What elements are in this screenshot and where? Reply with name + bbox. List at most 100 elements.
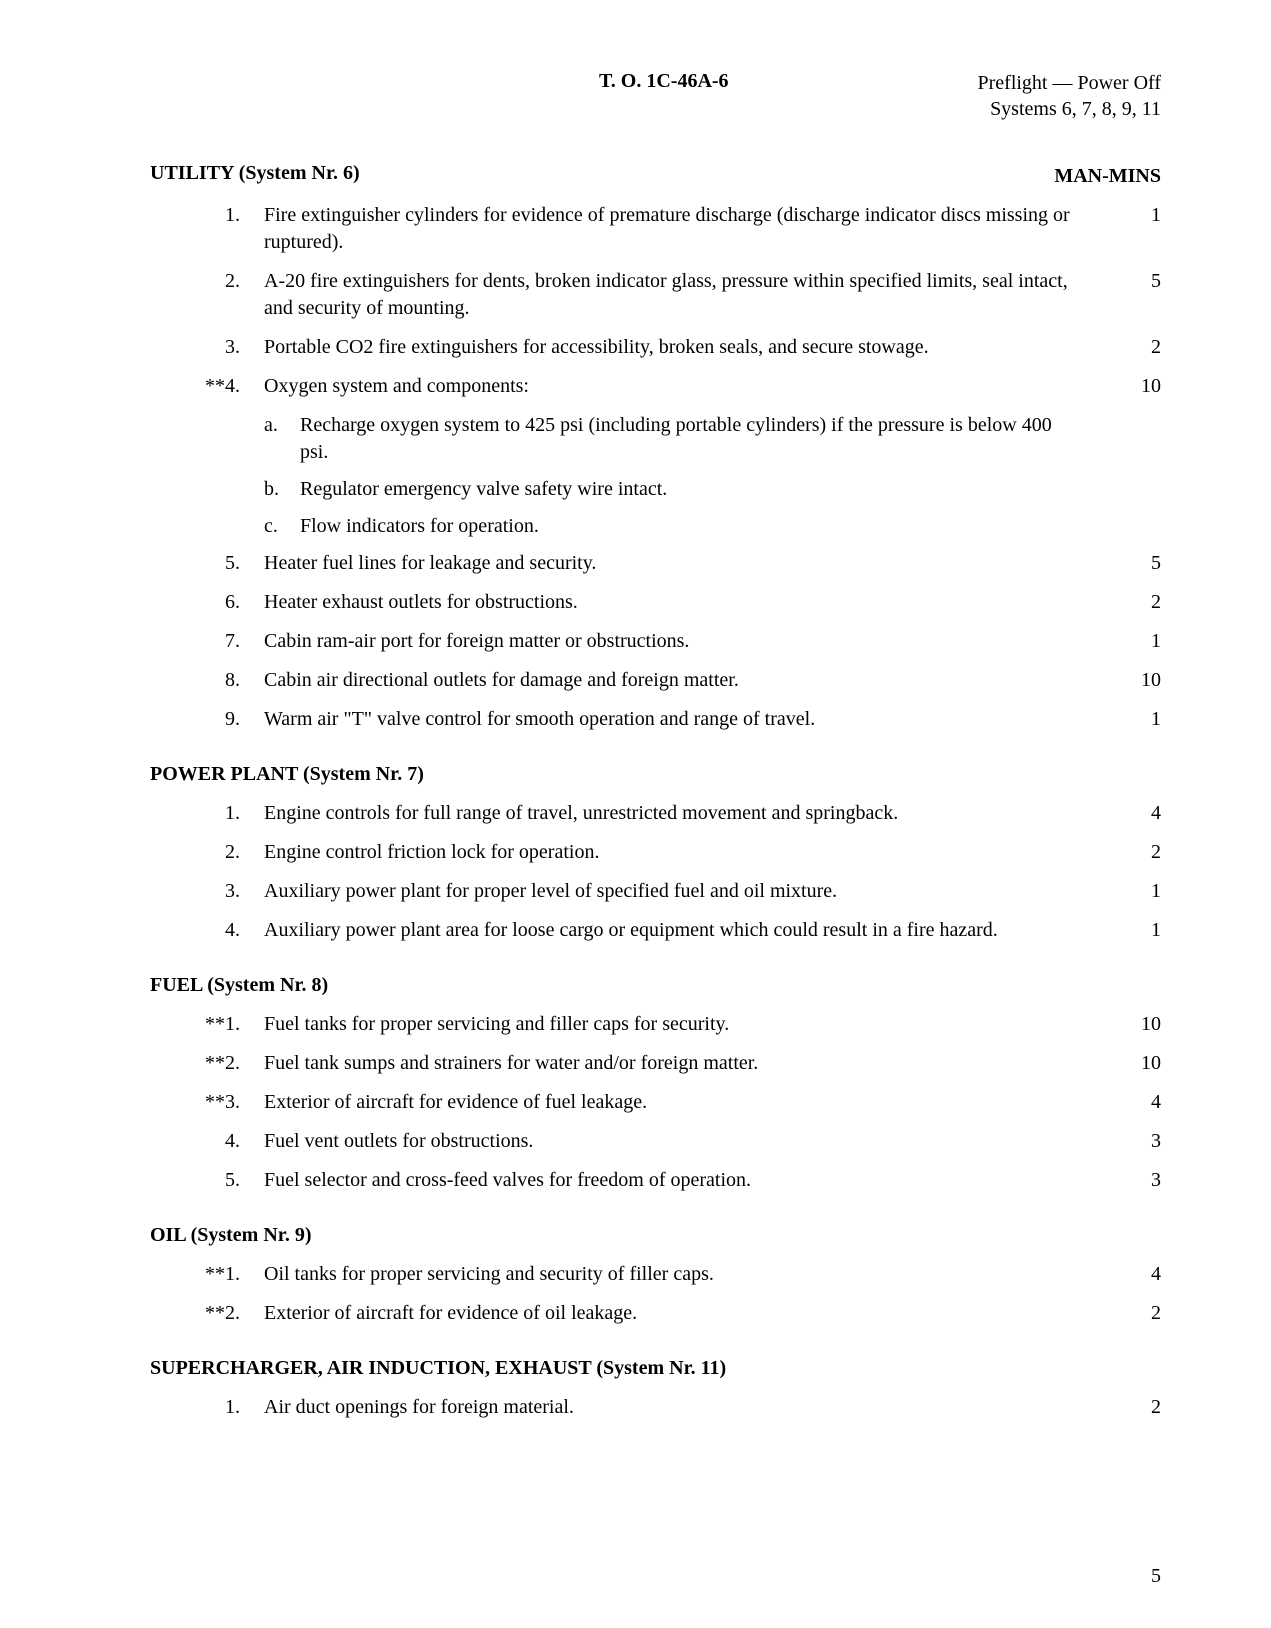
item-man-mins: 2 [1111, 839, 1161, 866]
checklist-item: **3.Exterior of aircraft for evidence of… [150, 1089, 1161, 1116]
item-text: Portable CO2 fire extinguishers for acce… [264, 334, 1111, 361]
checklist-subitem: b.Regulator emergency valve safety wire … [264, 476, 1161, 503]
subitem-letter: a. [264, 412, 300, 439]
item-text: Air duct openings for foreign material. [264, 1394, 1111, 1421]
subitem-letter: b. [264, 476, 300, 503]
checklist-item: 2.A-20 fire extinguishers for dents, bro… [150, 268, 1161, 322]
item-number: **4. [150, 373, 264, 400]
header-line2: Systems 6, 7, 8, 9, 11 [978, 96, 1162, 122]
item-man-mins: 2 [1111, 589, 1161, 616]
item-man-mins: 1 [1111, 202, 1161, 229]
checklist-item: 5.Fuel selector and cross-feed valves fo… [150, 1167, 1161, 1194]
item-man-mins: 10 [1111, 373, 1161, 400]
item-number: **1. [150, 1261, 264, 1288]
item-man-mins: 2 [1111, 1394, 1161, 1421]
item-text: Fuel selector and cross-feed valves for … [264, 1167, 1111, 1194]
item-man-mins: 5 [1111, 550, 1161, 577]
item-text: Engine control friction lock for operati… [264, 839, 1111, 866]
item-text: Engine controls for full range of travel… [264, 800, 1111, 827]
item-man-mins: 2 [1111, 1300, 1161, 1327]
item-text: A-20 fire extinguishers for dents, broke… [264, 268, 1111, 322]
item-text: Exterior of aircraft for evidence of fue… [264, 1089, 1111, 1116]
item-text: Auxiliary power plant for proper level o… [264, 878, 1111, 905]
checklist-item: 1.Air duct openings for foreign material… [150, 1394, 1161, 1421]
item-man-mins: 5 [1111, 268, 1161, 295]
page-number: 5 [1151, 1565, 1161, 1588]
item-man-mins: 10 [1111, 667, 1161, 694]
item-number: 9. [150, 706, 264, 733]
item-number: 2. [150, 268, 264, 295]
header-line1: Preflight — Power Off [978, 70, 1162, 96]
subitem-letter: c. [264, 513, 300, 540]
item-number: 4. [150, 1128, 264, 1155]
item-text: Cabin air directional outlets for damage… [264, 667, 1111, 694]
item-number: **2. [150, 1300, 264, 1327]
page-container: T. O. 1C-46A-6 Preflight — Power Off Sys… [0, 0, 1271, 1628]
item-man-mins: 1 [1111, 878, 1161, 905]
item-text: Oil tanks for proper servicing and secur… [264, 1261, 1111, 1288]
checklist-item: 5.Heater fuel lines for leakage and secu… [150, 550, 1161, 577]
item-number: 3. [150, 334, 264, 361]
sections-container: UTILITY (System Nr. 6)MAN-MINS1.Fire ext… [150, 162, 1161, 1421]
checklist-item: **1.Fuel tanks for proper servicing and … [150, 1011, 1161, 1038]
item-text: Fuel tanks for proper servicing and fill… [264, 1011, 1111, 1038]
section-title: FUEL (System Nr. 8) [150, 974, 1161, 997]
item-man-mins: 4 [1111, 1089, 1161, 1116]
checklist-item: 3.Auxiliary power plant for proper level… [150, 878, 1161, 905]
checklist-item: 3.Portable CO2 fire extinguishers for ac… [150, 334, 1161, 361]
header-right: Preflight — Power Off Systems 6, 7, 8, 9… [978, 70, 1162, 122]
section-title: OIL (System Nr. 9) [150, 1224, 1161, 1247]
subitem-text: Regulator emergency valve safety wire in… [300, 476, 1161, 503]
item-number: 1. [150, 202, 264, 229]
section-title: SUPERCHARGER, AIR INDUCTION, EXHAUST (Sy… [150, 1357, 1161, 1380]
checklist-item: 4.Fuel vent outlets for obstructions.3 [150, 1128, 1161, 1155]
section-title: POWER PLANT (System Nr. 7) [150, 763, 1161, 786]
checklist-item: **2.Exterior of aircraft for evidence of… [150, 1300, 1161, 1327]
checklist-subitem: c.Flow indicators for operation. [264, 513, 1161, 540]
checklist-item: 8.Cabin air directional outlets for dama… [150, 667, 1161, 694]
item-man-mins: 1 [1111, 706, 1161, 733]
item-number: 4. [150, 917, 264, 944]
item-man-mins: 3 [1111, 1128, 1161, 1155]
checklist-item: 2.Engine control friction lock for opera… [150, 839, 1161, 866]
item-number: 3. [150, 878, 264, 905]
item-man-mins: 10 [1111, 1050, 1161, 1077]
item-number: 8. [150, 667, 264, 694]
item-text: Oxygen system and components: [264, 373, 1111, 400]
item-number: 6. [150, 589, 264, 616]
page-header: T. O. 1C-46A-6 Preflight — Power Off Sys… [150, 70, 1161, 122]
item-number: 5. [150, 550, 264, 577]
item-number: 2. [150, 839, 264, 866]
item-man-mins: 3 [1111, 1167, 1161, 1194]
item-man-mins: 2 [1111, 334, 1161, 361]
item-number: **2. [150, 1050, 264, 1077]
item-text: Fuel tank sumps and strainers for water … [264, 1050, 1111, 1077]
item-text: Fire extinguisher cylinders for evidence… [264, 202, 1111, 256]
item-number: 1. [150, 1394, 264, 1421]
checklist-item: 1.Engine controls for full range of trav… [150, 800, 1161, 827]
checklist-item: 6.Heater exhaust outlets for obstruction… [150, 589, 1161, 616]
checklist-item: 9.Warm air "T" valve control for smooth … [150, 706, 1161, 733]
item-text: Fuel vent outlets for obstructions. [264, 1128, 1111, 1155]
item-text: Heater exhaust outlets for obstructions. [264, 589, 1111, 616]
item-number: 5. [150, 1167, 264, 1194]
checklist-item: 7.Cabin ram-air port for foreign matter … [150, 628, 1161, 655]
item-number: 1. [150, 800, 264, 827]
item-number: **1. [150, 1011, 264, 1038]
item-text: Exterior of aircraft for evidence of oil… [264, 1300, 1111, 1327]
checklist-item: **2.Fuel tank sumps and strainers for wa… [150, 1050, 1161, 1077]
subitem-text: Recharge oxygen system to 425 psi (inclu… [300, 412, 1161, 466]
item-man-mins: 10 [1111, 1011, 1161, 1038]
item-man-mins: 1 [1111, 917, 1161, 944]
checklist-subitem: a.Recharge oxygen system to 425 psi (inc… [264, 412, 1161, 466]
item-text: Cabin ram-air port for foreign matter or… [264, 628, 1111, 655]
checklist-item: 1.Fire extinguisher cylinders for eviden… [150, 202, 1161, 256]
item-text: Auxiliary power plant area for loose car… [264, 917, 1111, 944]
subitem-text: Flow indicators for operation. [300, 513, 1161, 540]
item-number: 7. [150, 628, 264, 655]
item-number: **3. [150, 1089, 264, 1116]
item-man-mins: 1 [1111, 628, 1161, 655]
item-man-mins: 4 [1111, 1261, 1161, 1288]
item-text: Warm air "T" valve control for smooth op… [264, 706, 1111, 733]
checklist-item: 4.Auxiliary power plant area for loose c… [150, 917, 1161, 944]
